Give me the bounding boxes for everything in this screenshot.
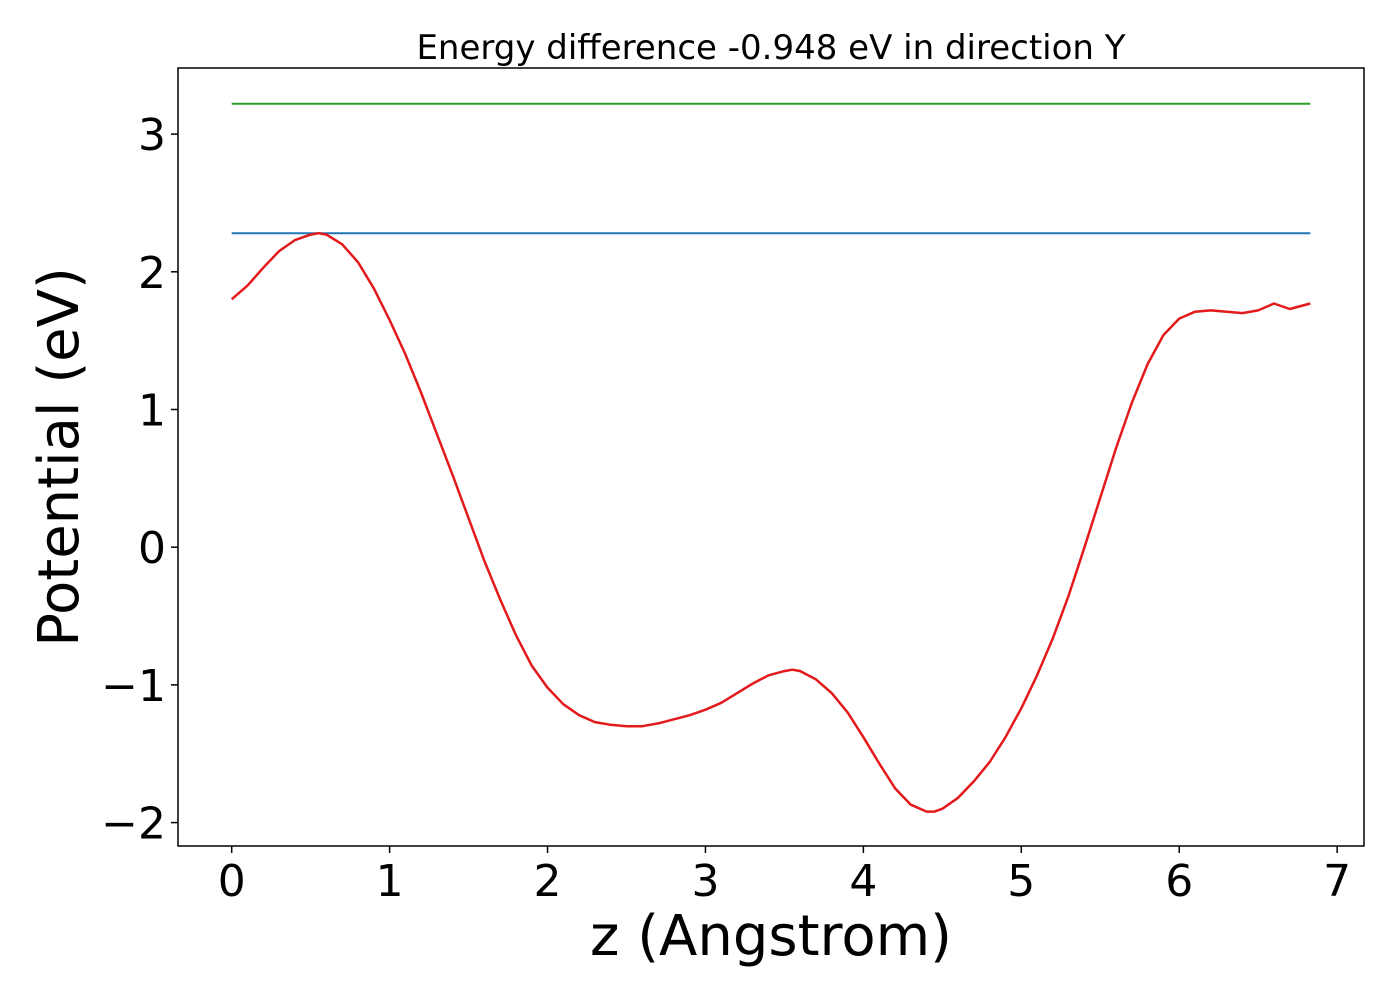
- y-axis-label: Potential (eV): [27, 267, 92, 647]
- x-tick-label: 6: [1165, 856, 1193, 907]
- y-tick-label: −2: [101, 799, 166, 850]
- x-tick-label: 2: [534, 856, 562, 907]
- y-tick-label: 3: [138, 110, 166, 161]
- x-tick-label: 3: [691, 856, 719, 907]
- x-tick-label: 1: [376, 856, 404, 907]
- x-tick-label: 7: [1323, 856, 1351, 907]
- axes-frame: [177, 67, 1365, 847]
- x-tick-label: 0: [218, 856, 246, 907]
- y-tick-label: 1: [138, 385, 166, 436]
- y-axis-ticks: −2 −1 0 1 2 3: [101, 110, 178, 850]
- y-tick-label: 0: [138, 523, 166, 574]
- x-axis-ticks: 0 1 2 3 4 5 6 7: [218, 846, 1351, 907]
- chart-title: Energy difference -0.948 eV in direction…: [416, 28, 1125, 68]
- series-line-2: [230, 231, 1311, 813]
- y-tick-label: −1: [101, 661, 166, 712]
- x-tick-label: 4: [849, 856, 877, 907]
- plot-lines: [230, 102, 1311, 813]
- y-tick-label: 2: [138, 248, 166, 299]
- x-tick-label: 5: [1007, 856, 1035, 907]
- x-axis-label: z (Angstrom): [590, 904, 952, 969]
